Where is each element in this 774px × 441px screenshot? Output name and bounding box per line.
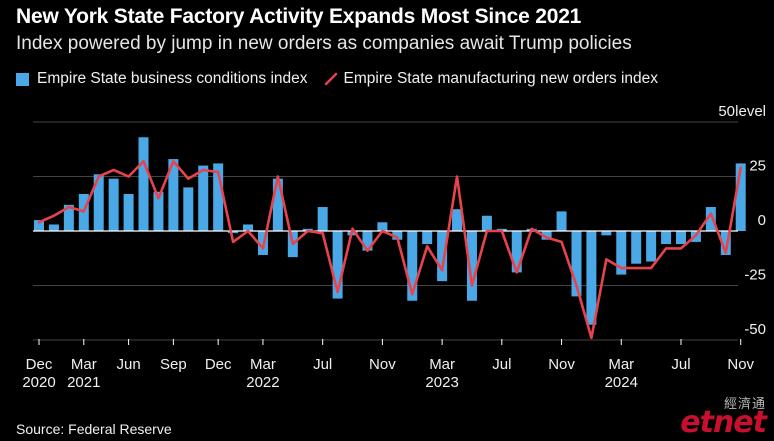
- bar: [556, 211, 567, 231]
- bar: [586, 231, 597, 325]
- bar: [63, 204, 74, 231]
- x-tick-label: Sep: [160, 356, 187, 373]
- bar: [511, 231, 522, 273]
- x-tick-label: Mar: [71, 356, 97, 373]
- bar: [571, 231, 582, 297]
- bar: [93, 174, 104, 231]
- bar: [317, 207, 328, 231]
- y-tick-label: -25: [744, 267, 766, 284]
- y-tick-label: 25: [749, 158, 766, 175]
- bar: [407, 231, 418, 301]
- bar: [123, 193, 134, 231]
- bar: [228, 231, 239, 234]
- bar: [153, 191, 164, 231]
- bar: [138, 137, 149, 231]
- x-tick-label: Nov: [369, 356, 396, 373]
- line-legend-swatch: [324, 72, 337, 86]
- bar: [616, 231, 627, 275]
- x-tick-label: Jul: [492, 356, 511, 373]
- x-tick-label: Mar: [608, 356, 634, 373]
- y-axis-unit: level: [735, 103, 766, 120]
- x-tick-label: Dec: [205, 356, 232, 373]
- chart-subtitle: Index powered by jump in new orders as c…: [16, 33, 632, 54]
- bar: [735, 163, 746, 231]
- x-tick-label: Jun: [116, 356, 140, 373]
- bar: [631, 231, 642, 264]
- x-tick-label: Nov: [548, 356, 575, 373]
- bar: [243, 224, 254, 231]
- bar: [332, 231, 343, 299]
- bar: [362, 231, 373, 251]
- chart-title: New York State Factory Activity Expands …: [16, 5, 582, 28]
- bar: [675, 231, 686, 245]
- bar: [168, 159, 179, 231]
- x-tick-label: Dec: [26, 356, 53, 373]
- bar: [108, 178, 119, 231]
- bar: [422, 231, 433, 245]
- bar: [48, 224, 59, 231]
- x-tick-year-label: 2022: [246, 374, 279, 391]
- x-tick-label: Mar: [250, 356, 276, 373]
- x-tick-year-label: 2020: [22, 374, 55, 391]
- bar: [646, 231, 657, 262]
- bar: [452, 209, 463, 231]
- bar: [481, 215, 492, 231]
- x-tick-label: Jul: [313, 356, 332, 373]
- etnet-logo: etnet: [680, 405, 767, 440]
- bar: [272, 178, 283, 231]
- bar: [720, 231, 731, 255]
- y-tick-label: 50: [718, 103, 735, 120]
- x-tick-label: Jul: [671, 356, 690, 373]
- bar: [183, 187, 194, 231]
- bar-legend-swatch: [16, 72, 29, 86]
- line-legend-label: Empire State manufacturing new orders in…: [343, 70, 659, 87]
- bar: [213, 163, 224, 231]
- watermark-chinese-text: 經濟通: [723, 397, 766, 412]
- bar: [661, 231, 672, 245]
- x-tick-year-label: 2024: [605, 374, 638, 391]
- x-tick-label: Mar: [429, 356, 455, 373]
- bar: [601, 231, 612, 236]
- bar: [437, 231, 448, 282]
- bar: [377, 222, 388, 231]
- bar: [541, 231, 552, 240]
- x-tick-year-label: 2021: [67, 374, 100, 391]
- y-tick-label: -50: [744, 321, 766, 338]
- x-tick-label: Nov: [727, 356, 754, 373]
- chart-legend: Empire State business conditions index E…: [16, 70, 658, 88]
- bar: [392, 231, 403, 240]
- etnet-watermark: 經濟通 etnet: [678, 393, 768, 440]
- source-note: Source: Federal Reserve: [16, 421, 172, 437]
- bar: [466, 231, 477, 301]
- y-tick-label: 0: [758, 212, 766, 229]
- new-orders-line: [37, 159, 743, 340]
- bar: [198, 165, 209, 231]
- bar: [705, 207, 716, 231]
- x-tick-year-label: 2023: [425, 374, 458, 391]
- bar: [34, 220, 44, 231]
- bar-legend-label: Empire State business conditions index: [37, 70, 308, 87]
